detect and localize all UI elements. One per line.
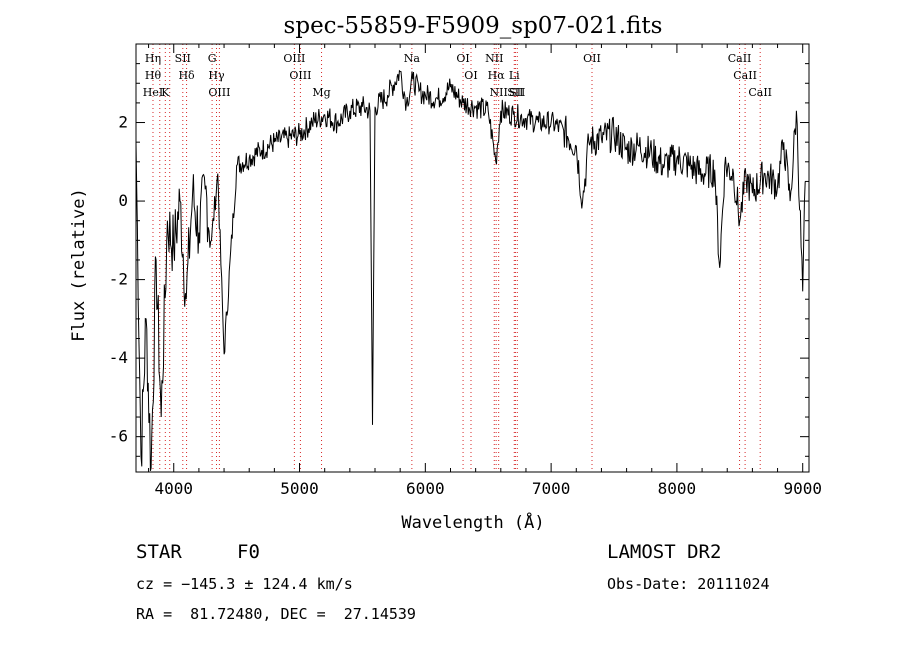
x-tick-label: 4000 xyxy=(154,479,193,498)
object-subclass: F0 xyxy=(237,541,260,563)
y-axis-label: Flux (relative) xyxy=(69,188,89,342)
y-tick-label: 0 xyxy=(118,191,128,210)
chart-title: spec-55859-F5909_sp07-021.fits xyxy=(284,13,663,39)
spectral-line-label: Hγ xyxy=(208,69,225,82)
spectral-line-label: CaII xyxy=(733,69,757,82)
spectral-line-label: CaII xyxy=(728,52,752,65)
y-tick-label: 2 xyxy=(118,113,128,132)
spectral-line-label: OIII xyxy=(289,69,311,82)
y-tick-label: -6 xyxy=(109,427,128,446)
spectral-line-label: HeI xyxy=(143,86,163,99)
survey-name: LAMOST DR2 xyxy=(607,541,722,563)
spectral-line-label: G xyxy=(208,52,217,65)
spectral-line-label: OI xyxy=(464,69,477,82)
spectral-line-label: OII xyxy=(583,52,601,65)
spectral-line-label: NII xyxy=(490,86,508,99)
spectral-line-label: CaII xyxy=(748,86,772,99)
x-tick-label: 7000 xyxy=(532,479,571,498)
spectral-line-label: K xyxy=(161,86,170,99)
spectral-line-markers xyxy=(152,44,761,472)
object-class: STAR xyxy=(136,541,182,563)
spectral-line-label: OIII xyxy=(283,52,305,65)
y-tick-label: -2 xyxy=(109,270,128,289)
spectral-line-label: Hδ xyxy=(178,69,195,82)
x-tick-label: 9000 xyxy=(783,479,822,498)
spectral-line-label: SII xyxy=(509,86,525,99)
spectral-line-label: Hα xyxy=(488,69,506,82)
spectral-line-label: OI xyxy=(456,52,469,65)
spectrum-series xyxy=(135,69,806,472)
spectrum-line xyxy=(135,69,806,472)
redshift-info: cz = −145.3 ± 124.4 km/s xyxy=(136,575,353,593)
spectral-line-label: Hθ xyxy=(145,69,162,82)
x-tick-label: 8000 xyxy=(658,479,697,498)
coordinates: RA = 81.72480, DEC = 27.14539 xyxy=(136,605,416,623)
spectral-line-label: SII xyxy=(507,86,523,99)
axes: 4000 5000 6000 7000 8000 9000 -6 -4 -2 0 2 xyxy=(109,44,822,498)
y-tick-label: -4 xyxy=(109,348,128,367)
x-tick-label: 5000 xyxy=(280,479,319,498)
spectral-line-label: OIII xyxy=(208,86,230,99)
spectral-line-label: Mg xyxy=(312,86,330,99)
spectral-line-label: NII xyxy=(485,52,503,65)
spectral-line-label: Hη xyxy=(145,52,161,65)
spectral-line-label: SII xyxy=(175,52,191,65)
x-axis-label: Wavelength (Å) xyxy=(401,511,544,533)
observation-date: Obs-Date: 20111024 xyxy=(607,575,770,593)
spectral-line-label: Na xyxy=(404,52,421,65)
x-tick-label: 6000 xyxy=(406,479,445,498)
plot-frame xyxy=(135,43,810,473)
spectral-line-label: Li xyxy=(509,69,520,82)
